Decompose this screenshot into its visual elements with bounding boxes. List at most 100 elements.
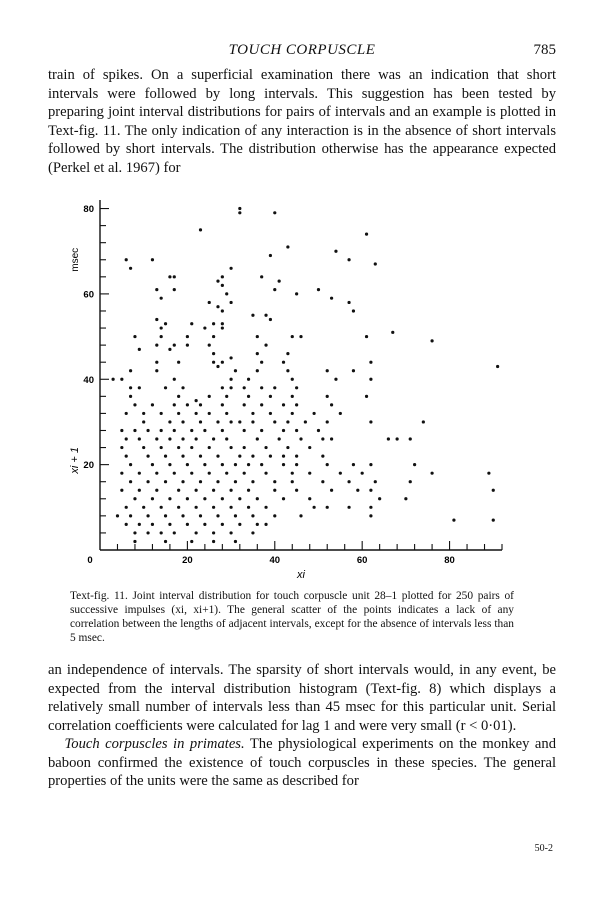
data-point [203,497,207,501]
data-point [295,454,299,458]
data-point [185,522,189,526]
data-point [329,437,334,441]
data-point [220,322,224,326]
data-point [264,445,268,450]
data-point [137,471,141,475]
y-tick-label: 60 [83,289,94,300]
data-point [220,386,224,390]
data-point [120,428,124,433]
data-point [295,428,299,433]
data-point [242,471,246,475]
data-point [128,394,133,398]
data-point [172,343,176,347]
running-title: TOUCH CORPUSCLE [228,42,376,58]
data-point [203,326,207,330]
data-point [229,420,233,424]
data-point [242,445,246,450]
data-point [159,334,163,339]
data-point [325,369,329,373]
data-point [194,531,198,535]
data-point [229,356,233,360]
data-point [364,232,369,236]
data-point [194,411,198,416]
data-point [155,369,159,373]
data-point [181,386,185,390]
data-point [168,497,172,501]
data-point [281,454,286,458]
x-tick-label: 0 [87,555,92,566]
data-point [273,488,277,492]
data-point [281,497,286,501]
data-point [290,394,294,398]
data-point [251,531,255,535]
data-point [159,505,163,509]
data-point [111,377,115,381]
data-point [124,411,128,416]
data-point [124,454,128,458]
data-point [430,471,434,475]
footer-code: 50-2 [534,843,553,854]
data-point [268,411,273,416]
data-point [273,420,277,424]
data-point [251,514,255,518]
data-point [273,480,277,484]
x-tick-label: 20 [182,555,193,566]
data-point [207,411,211,416]
data-point [260,463,264,467]
data-point [128,369,133,373]
data-point [264,343,268,347]
data-point [198,403,203,407]
data-point [255,369,259,373]
data-point [159,428,163,433]
data-point [373,262,377,266]
data-point [295,403,299,407]
data-point [207,343,211,347]
data-point [351,369,356,373]
data-point [369,360,373,364]
data-point [146,531,150,535]
data-point [137,437,141,441]
data-point [194,505,198,509]
data-point [308,471,312,475]
caption-text: Joint interval distribution for touch co… [70,590,514,644]
data-point [124,258,128,262]
data-point [255,334,259,339]
body-paragraph-2b: The physiological experiments on the mon… [48,736,556,789]
data-point [163,539,168,544]
data-point [273,211,277,215]
data-point [303,420,307,424]
data-point [260,428,264,433]
data-point [181,480,185,484]
data-point [203,428,207,433]
data-point [185,343,189,347]
data-point [137,488,141,492]
data-point [194,399,198,403]
data-point [238,522,242,526]
data-point [260,386,264,390]
data-point [321,480,325,484]
data-point [373,480,377,484]
data-point [360,471,364,475]
data-point [203,522,207,526]
data-point [290,334,294,339]
data-point [142,445,146,450]
data-point [120,377,124,381]
data-point [325,420,329,424]
data-point [163,322,168,326]
data-point [133,539,137,544]
data-point [124,522,128,526]
data-point [378,497,382,501]
body-paragraph-2: an independence of intervals. The sparsi… [48,661,556,791]
data-point [172,531,176,535]
data-point [146,480,150,484]
data-point [246,488,251,492]
data-point [177,411,181,416]
data-point [264,471,268,475]
data-point [220,403,224,407]
data-point [246,394,251,398]
data-point [255,497,259,501]
data-point [225,471,229,475]
data-point [281,403,286,407]
data-point [351,309,356,313]
y-tick-label: 20 [83,460,94,471]
